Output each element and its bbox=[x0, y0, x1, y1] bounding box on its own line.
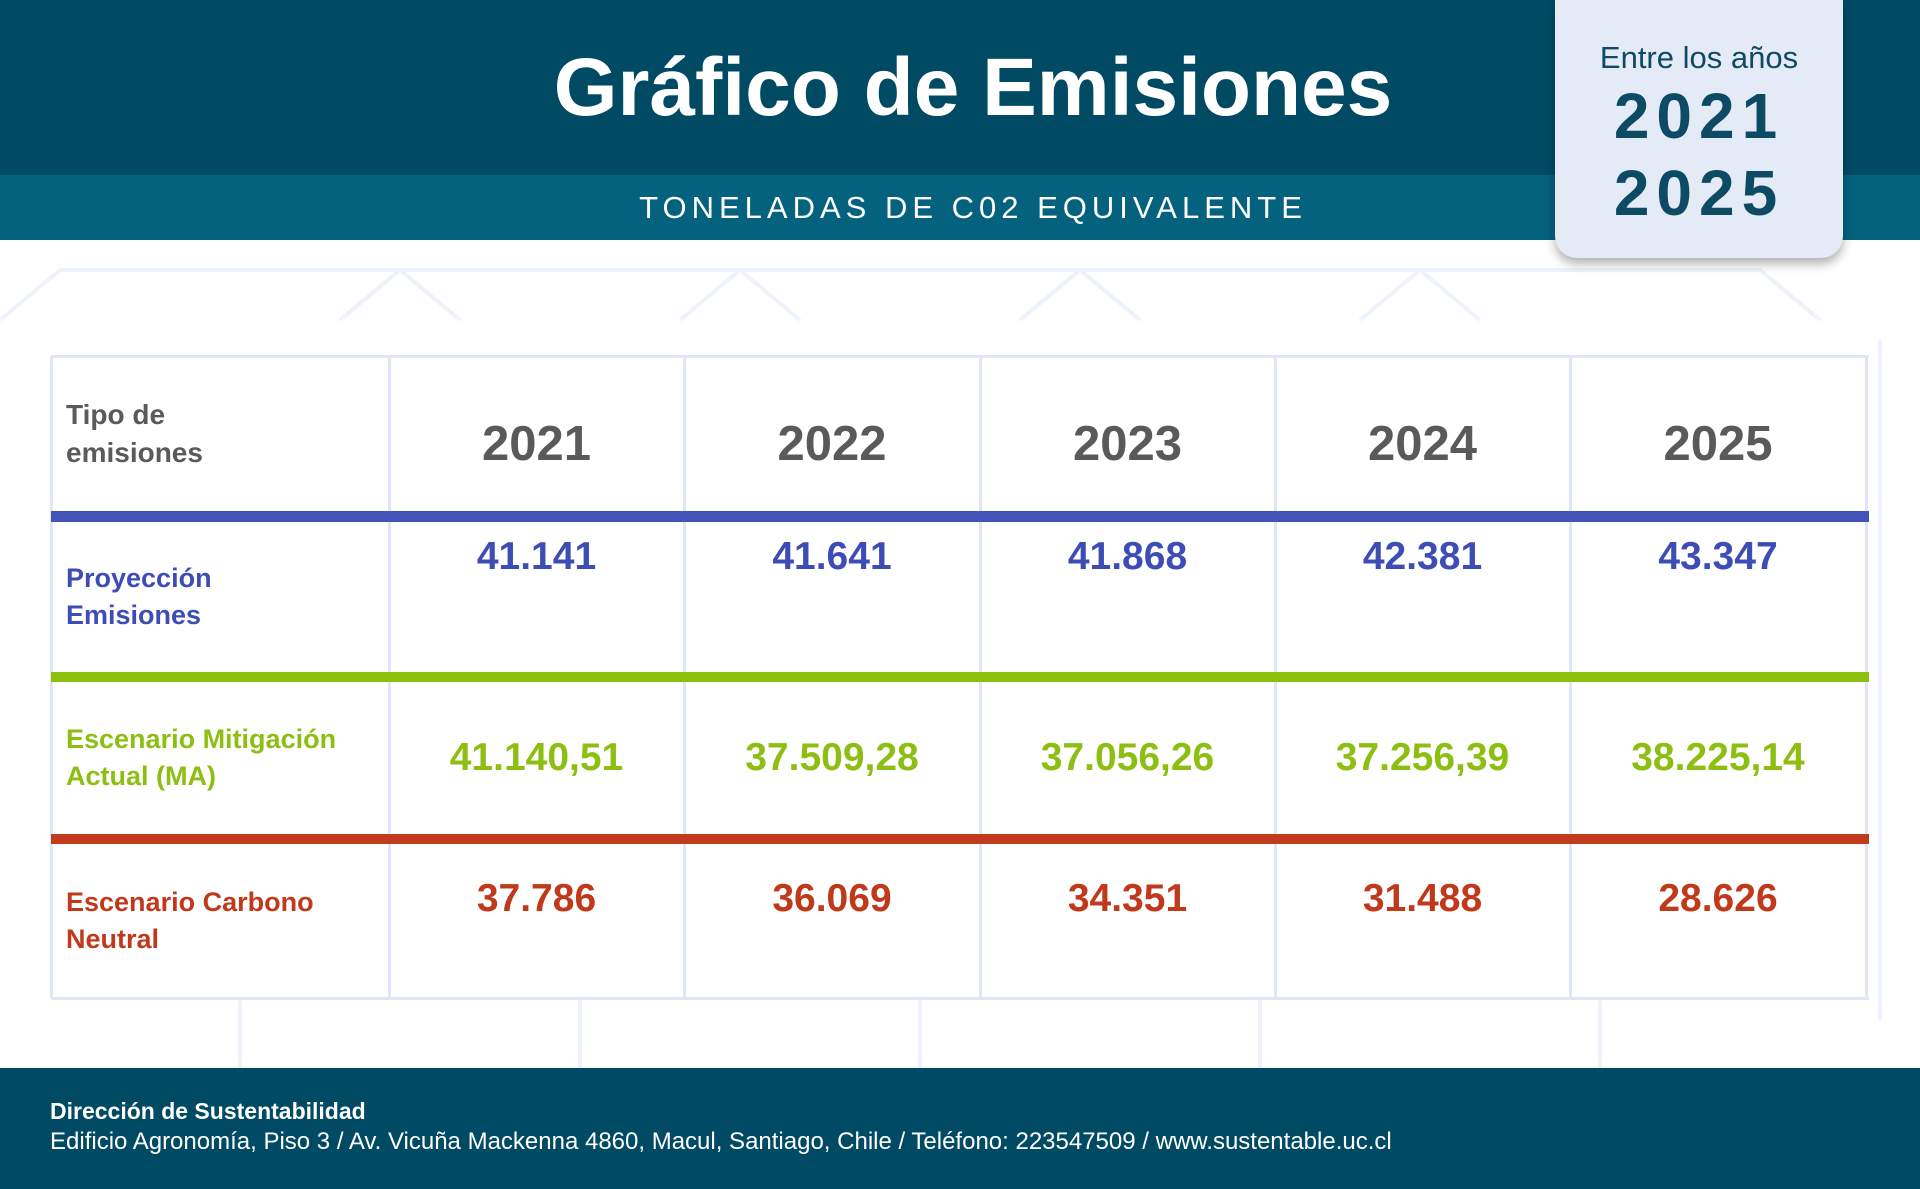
row-separator bbox=[51, 672, 1869, 682]
row-separator bbox=[51, 511, 1869, 522]
value-cell: 38.225,14 bbox=[1631, 736, 1805, 779]
table-border bbox=[51, 997, 1869, 1000]
subtitle: TONELADAS DE C02 EQUIVALENTE bbox=[639, 190, 1307, 225]
row-label: Escenario Carbono Neutral bbox=[66, 887, 314, 954]
background-pattern bbox=[0, 268, 1882, 1068]
table-border bbox=[51, 355, 1869, 358]
emissions-table: Tipo de emisiones 2021 2022 2023 2024 2025 Pro… bbox=[50, 355, 1869, 1000]
badge-start-year: 2021 bbox=[1613, 80, 1785, 152]
row-label: Proyección Emisiones bbox=[66, 563, 212, 630]
value-cell: 34.351 bbox=[1067, 877, 1188, 920]
value-cell: 37.256,39 bbox=[1335, 736, 1510, 779]
year-header: 2021 bbox=[481, 416, 591, 471]
value-cell: 41.641 bbox=[772, 535, 892, 578]
value-cell: 28.626 bbox=[1658, 877, 1778, 920]
value-cell: 37.786 bbox=[476, 877, 597, 920]
value-cell: 43.347 bbox=[1658, 535, 1778, 578]
value-cell: 42.381 bbox=[1362, 535, 1483, 578]
row-label: Escenario Mitigación Actual (MA) bbox=[66, 724, 337, 791]
value-cell: 36.069 bbox=[772, 877, 892, 920]
year-header: 2023 bbox=[1072, 416, 1182, 471]
footer-organization: Dirección de Sustentabilidad bbox=[50, 1098, 366, 1124]
row-separator bbox=[51, 834, 1869, 844]
value-cell: 41.141 bbox=[476, 535, 597, 578]
badge-label: Entre los años bbox=[1599, 40, 1799, 75]
year-header: 2022 bbox=[777, 416, 887, 471]
year-badge: Entre los años 2021 2025 bbox=[1555, 0, 1843, 258]
value-cell: 37.509,28 bbox=[745, 736, 919, 779]
value-cell: 41.868 bbox=[1067, 535, 1188, 578]
value-cell: 37.056,26 bbox=[1040, 736, 1215, 779]
year-header: 2024 bbox=[1367, 416, 1477, 471]
value-cell: 41.140,51 bbox=[449, 736, 624, 779]
year-header: 2025 bbox=[1663, 416, 1773, 471]
footer: Dirección de Sustentabilidad Edificio Ag… bbox=[0, 1068, 1920, 1189]
badge-end-year: 2025 bbox=[1613, 157, 1785, 229]
header-label: Tipo de emisiones bbox=[66, 398, 203, 468]
footer-address: Edificio Agronomía, Piso 3 / Av. Vicuña … bbox=[50, 1128, 1392, 1155]
title: Gráfico de Emisiones bbox=[553, 42, 1393, 133]
value-cell: 31.488 bbox=[1362, 877, 1483, 920]
